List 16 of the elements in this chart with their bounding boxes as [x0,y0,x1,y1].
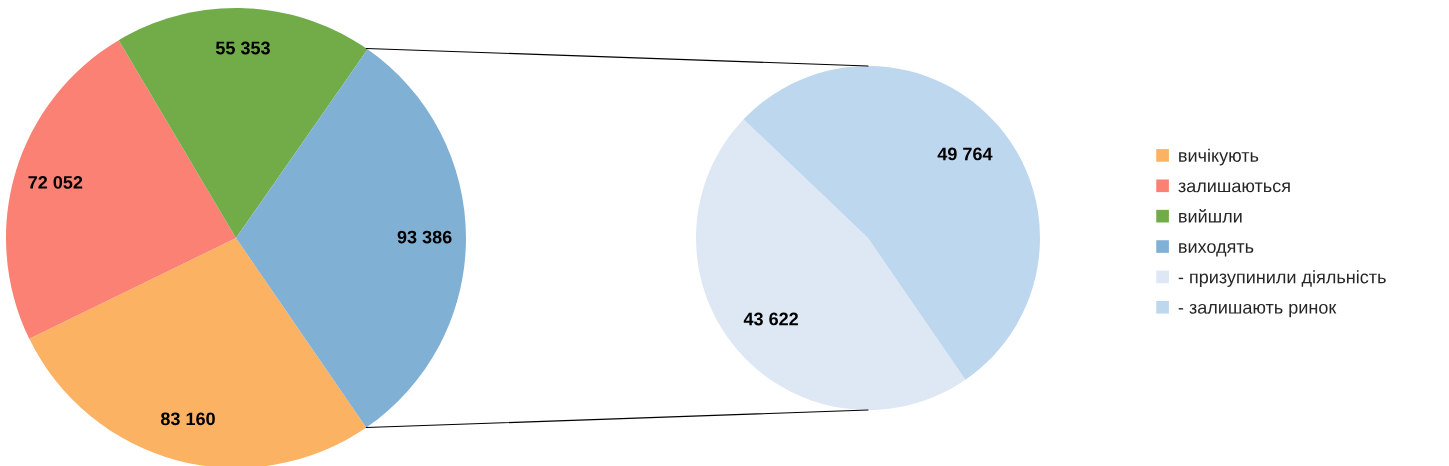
data-label: 72 052 [28,175,83,189]
pie-slice [743,66,1040,380]
data-label: 83 160 [160,412,215,426]
pie-slice [29,238,367,466]
pie-slice [6,40,236,339]
data-label: 49 764 [937,147,993,161]
legend-label: виходять [1179,243,1254,257]
data-label: 93 386 [397,230,452,244]
legend-label: вийшли [1179,209,1242,223]
legend-label: - залишають ринок [1178,303,1337,318]
data-label: 43 622 [743,312,798,326]
pie-slice [118,8,368,238]
data-label: 55 353 [215,41,270,55]
legend-label: вичікують [1179,148,1259,166]
legend-label: - призупинили діяльність [1178,270,1386,287]
legend-label: залишаються [1178,182,1290,193]
